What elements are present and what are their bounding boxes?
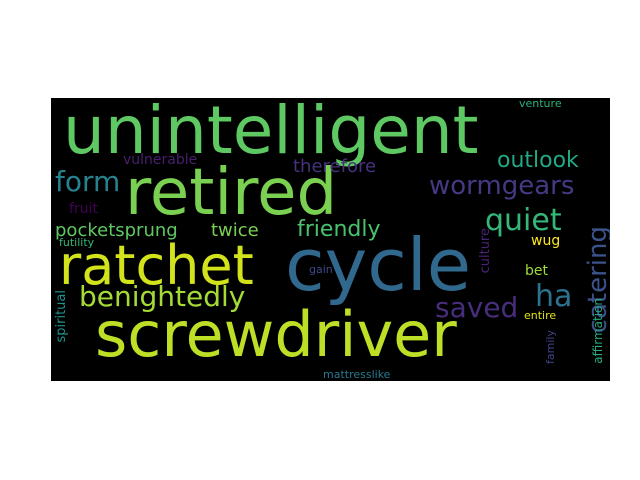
word-twice: twice	[211, 220, 259, 241]
word-futility: futility	[59, 236, 95, 249]
word-entire: entire	[524, 309, 557, 322]
word-wormgears: wormgears	[429, 171, 575, 201]
word-fruit: fruit	[69, 201, 98, 217]
word-culture: culture	[478, 228, 493, 274]
word-saved: saved	[435, 291, 519, 324]
word-gain: gain	[309, 263, 333, 276]
word-bet: bet	[525, 263, 548, 279]
word-ratchet: ratchet	[59, 234, 254, 297]
word-cycle: cycle	[285, 223, 472, 307]
word-form: form	[55, 165, 121, 198]
word-unintelligent: unintelligent	[63, 98, 479, 169]
word-screwdriver: screwdriver	[95, 298, 457, 371]
word-benightedly: benightedly	[79, 280, 246, 313]
word-ha: ha	[535, 279, 573, 314]
word-cloud: unintelligent retired cycle screwdriver …	[51, 98, 610, 381]
word-vulnerable: vulnerable	[123, 152, 198, 168]
word-mattresslike: mattresslike	[323, 368, 391, 381]
word-retired: retired	[125, 156, 338, 230]
word-wug: wug	[531, 233, 561, 249]
word-therefore: therefore	[293, 156, 377, 177]
word-quiet: quiet	[485, 203, 562, 238]
word-outlook: outlook	[497, 148, 579, 173]
word-friendly: friendly	[297, 217, 381, 242]
word-affirmation: affirmation	[591, 298, 605, 364]
word-spiritual: spiritual	[54, 290, 69, 343]
word-family: family	[544, 330, 557, 364]
word-pocketsprung: pocketsprung	[55, 220, 178, 241]
word-venture: venture	[519, 98, 562, 110]
